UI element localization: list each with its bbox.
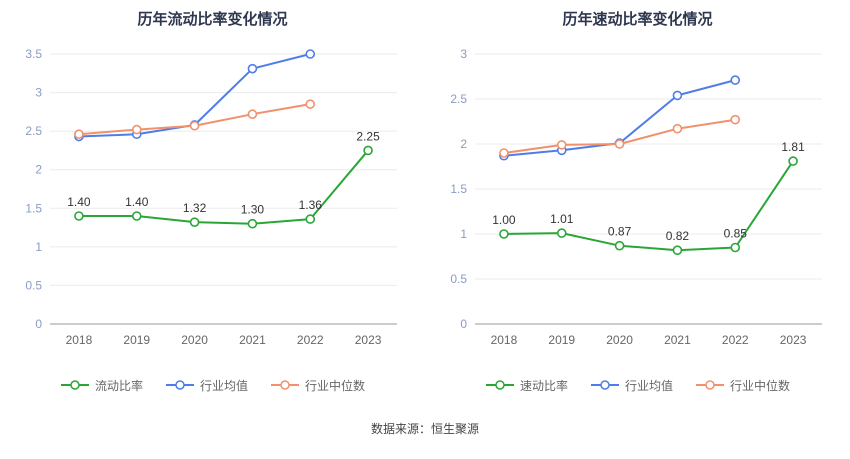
data-point xyxy=(189,120,200,131)
y-tick-label: 0.5 xyxy=(25,278,42,292)
data-point xyxy=(305,49,316,59)
data-point xyxy=(730,75,741,85)
x-tick-label: 2018 xyxy=(66,333,93,347)
x-tick-label: 2020 xyxy=(181,333,208,347)
point-value-label: 1.30 xyxy=(241,203,265,217)
y-tick-label: 1.5 xyxy=(25,201,42,215)
data-source-note: 数据来源：恒生聚源 xyxy=(370,422,479,436)
x-tick-label: 2021 xyxy=(664,333,691,347)
quick-ratio-chart-panel: 历年速动比率变化情况 0 0.5 1 1.5 2 2.5 3 2018 2019 2020 2021… xyxy=(425,0,850,394)
y-tick-label: 2 xyxy=(35,163,42,177)
x-tick-label: 2018 xyxy=(491,333,518,347)
point-value-label: 1.32 xyxy=(183,201,207,215)
legend-item[interactable]: 行业中位数 xyxy=(270,377,365,394)
x-tick-label: 2021 xyxy=(239,333,266,347)
data-point xyxy=(131,124,142,135)
y-tick-label: 1.5 xyxy=(450,182,467,196)
current-ratio-plot: 0 0.5 1 1.5 2 2.5 3 3.5 2018 2019 2020 2021 2022 2023… xyxy=(25,47,397,347)
data-point xyxy=(614,139,625,149)
y-tick-label: 0 xyxy=(460,317,467,331)
legend-item[interactable]: 速动比率 xyxy=(485,377,568,394)
data-point xyxy=(672,245,683,255)
data-point xyxy=(614,240,625,251)
data-point xyxy=(247,109,258,119)
legend-item[interactable]: 行业均值 xyxy=(590,377,673,394)
current-ratio-chart-title: 历年流动比率变化情况 xyxy=(137,11,288,28)
x-tick-label: 2020 xyxy=(606,333,633,347)
legend-item[interactable]: 流动比率 xyxy=(60,377,143,394)
data-point xyxy=(672,123,683,134)
legend-label: 行业中位数 xyxy=(305,378,366,393)
data-point xyxy=(672,90,683,101)
data-point xyxy=(74,129,84,140)
data-point xyxy=(305,214,316,224)
data-point xyxy=(247,63,258,74)
series-line xyxy=(78,149,369,225)
point-value-label: 1.36 xyxy=(299,198,323,212)
point-value-label: 1.81 xyxy=(781,140,805,154)
x-tick-label: 2023 xyxy=(355,333,382,347)
x-tick-label: 2022 xyxy=(722,333,749,347)
y-tick-label: 0.5 xyxy=(450,272,467,286)
y-tick-label: 2 xyxy=(460,137,467,151)
data-point xyxy=(499,148,509,158)
quick-ratio-plot: 0 0.5 1 1.5 2 2.5 3 2018 2019 2020 2021 2022 2023 1.0… xyxy=(450,47,822,347)
y-tick-label: 3.5 xyxy=(25,47,42,61)
legend-label: 行业均值 xyxy=(624,378,673,393)
y-tick-label: 3 xyxy=(35,86,42,100)
point-value-label: 2.25 xyxy=(356,129,380,143)
legend-marker-icon xyxy=(696,380,724,390)
financial-ratio-report: 历年流动比率变化情况 0 0.5 1 1.5 2 2.5 3 3.5 2018 2019 2020 2… xyxy=(0,0,850,436)
data-point xyxy=(74,211,84,221)
data-point xyxy=(305,99,316,109)
data-point xyxy=(499,229,509,239)
point-value-label: 1.40 xyxy=(67,195,91,209)
current-ratio-legend: 流动比率 行业均值 行业中位数 xyxy=(0,376,425,394)
quick-ratio-chart-title: 历年速动比率变化情况 xyxy=(562,11,713,28)
x-tick-label: 2019 xyxy=(123,333,150,347)
data-point xyxy=(189,217,200,227)
current-ratio-chart-panel: 历年流动比率变化情况 0 0.5 1 1.5 2 2.5 3 3.5 2018 2019 2020 2… xyxy=(0,0,425,394)
data-point xyxy=(730,242,741,253)
data-point xyxy=(247,218,258,229)
point-value-label: 1.00 xyxy=(492,213,516,227)
x-tick-label: 2019 xyxy=(548,333,575,347)
legend-marker-icon xyxy=(60,380,89,390)
y-tick-label: 2.5 xyxy=(450,92,467,106)
y-tick-label: 0 xyxy=(35,317,42,331)
point-value-label: 1.01 xyxy=(550,212,574,226)
legend-label: 流动比率 xyxy=(94,378,143,393)
legend-item[interactable]: 行业中位数 xyxy=(695,377,790,394)
legend-marker-icon xyxy=(271,380,299,390)
point-value-label: 0.85 xyxy=(724,227,748,241)
legend-marker-icon xyxy=(590,380,619,390)
point-value-label: 0.87 xyxy=(608,225,632,239)
data-point xyxy=(363,145,373,156)
legend-label: 行业中位数 xyxy=(730,378,791,393)
data-point xyxy=(556,140,567,150)
quick-ratio-legend: 速动比率 行业均值 行业中位数 xyxy=(425,376,850,394)
point-value-label: 1.40 xyxy=(125,195,149,209)
data-point xyxy=(556,228,567,238)
data-point xyxy=(730,114,741,125)
charts-row: 历年流动比率变化情况 0 0.5 1 1.5 2 2.5 3 3.5 2018 2019 2020 2… xyxy=(0,0,850,394)
legend-item[interactable]: 行业均值 xyxy=(165,377,248,394)
legend-label: 行业均值 xyxy=(199,378,248,393)
x-tick-label: 2023 xyxy=(780,333,807,347)
y-tick-label: 2.5 xyxy=(25,124,42,138)
series-line xyxy=(503,160,794,252)
legend-marker-icon xyxy=(485,380,514,390)
y-tick-label: 1 xyxy=(35,240,42,254)
data-point xyxy=(131,211,142,221)
data-point xyxy=(788,156,798,166)
y-tick-label: 3 xyxy=(460,47,467,61)
y-tick-label: 1 xyxy=(460,227,467,241)
x-tick-label: 2022 xyxy=(297,333,324,347)
point-value-label: 0.82 xyxy=(666,229,690,243)
legend-label: 速动比率 xyxy=(519,378,568,393)
legend-marker-icon xyxy=(165,380,194,390)
